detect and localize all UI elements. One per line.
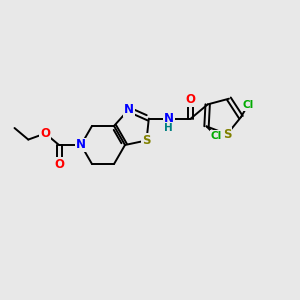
Text: H: H xyxy=(164,122,173,133)
Text: O: O xyxy=(54,158,64,170)
Text: S: S xyxy=(142,134,151,147)
Text: N: N xyxy=(76,139,86,152)
Text: O: O xyxy=(186,93,196,106)
Text: O: O xyxy=(40,127,50,140)
Text: Cl: Cl xyxy=(242,100,253,110)
Text: Cl: Cl xyxy=(211,131,222,141)
Text: N: N xyxy=(124,103,134,116)
Text: S: S xyxy=(223,128,231,141)
Text: N: N xyxy=(164,112,174,125)
